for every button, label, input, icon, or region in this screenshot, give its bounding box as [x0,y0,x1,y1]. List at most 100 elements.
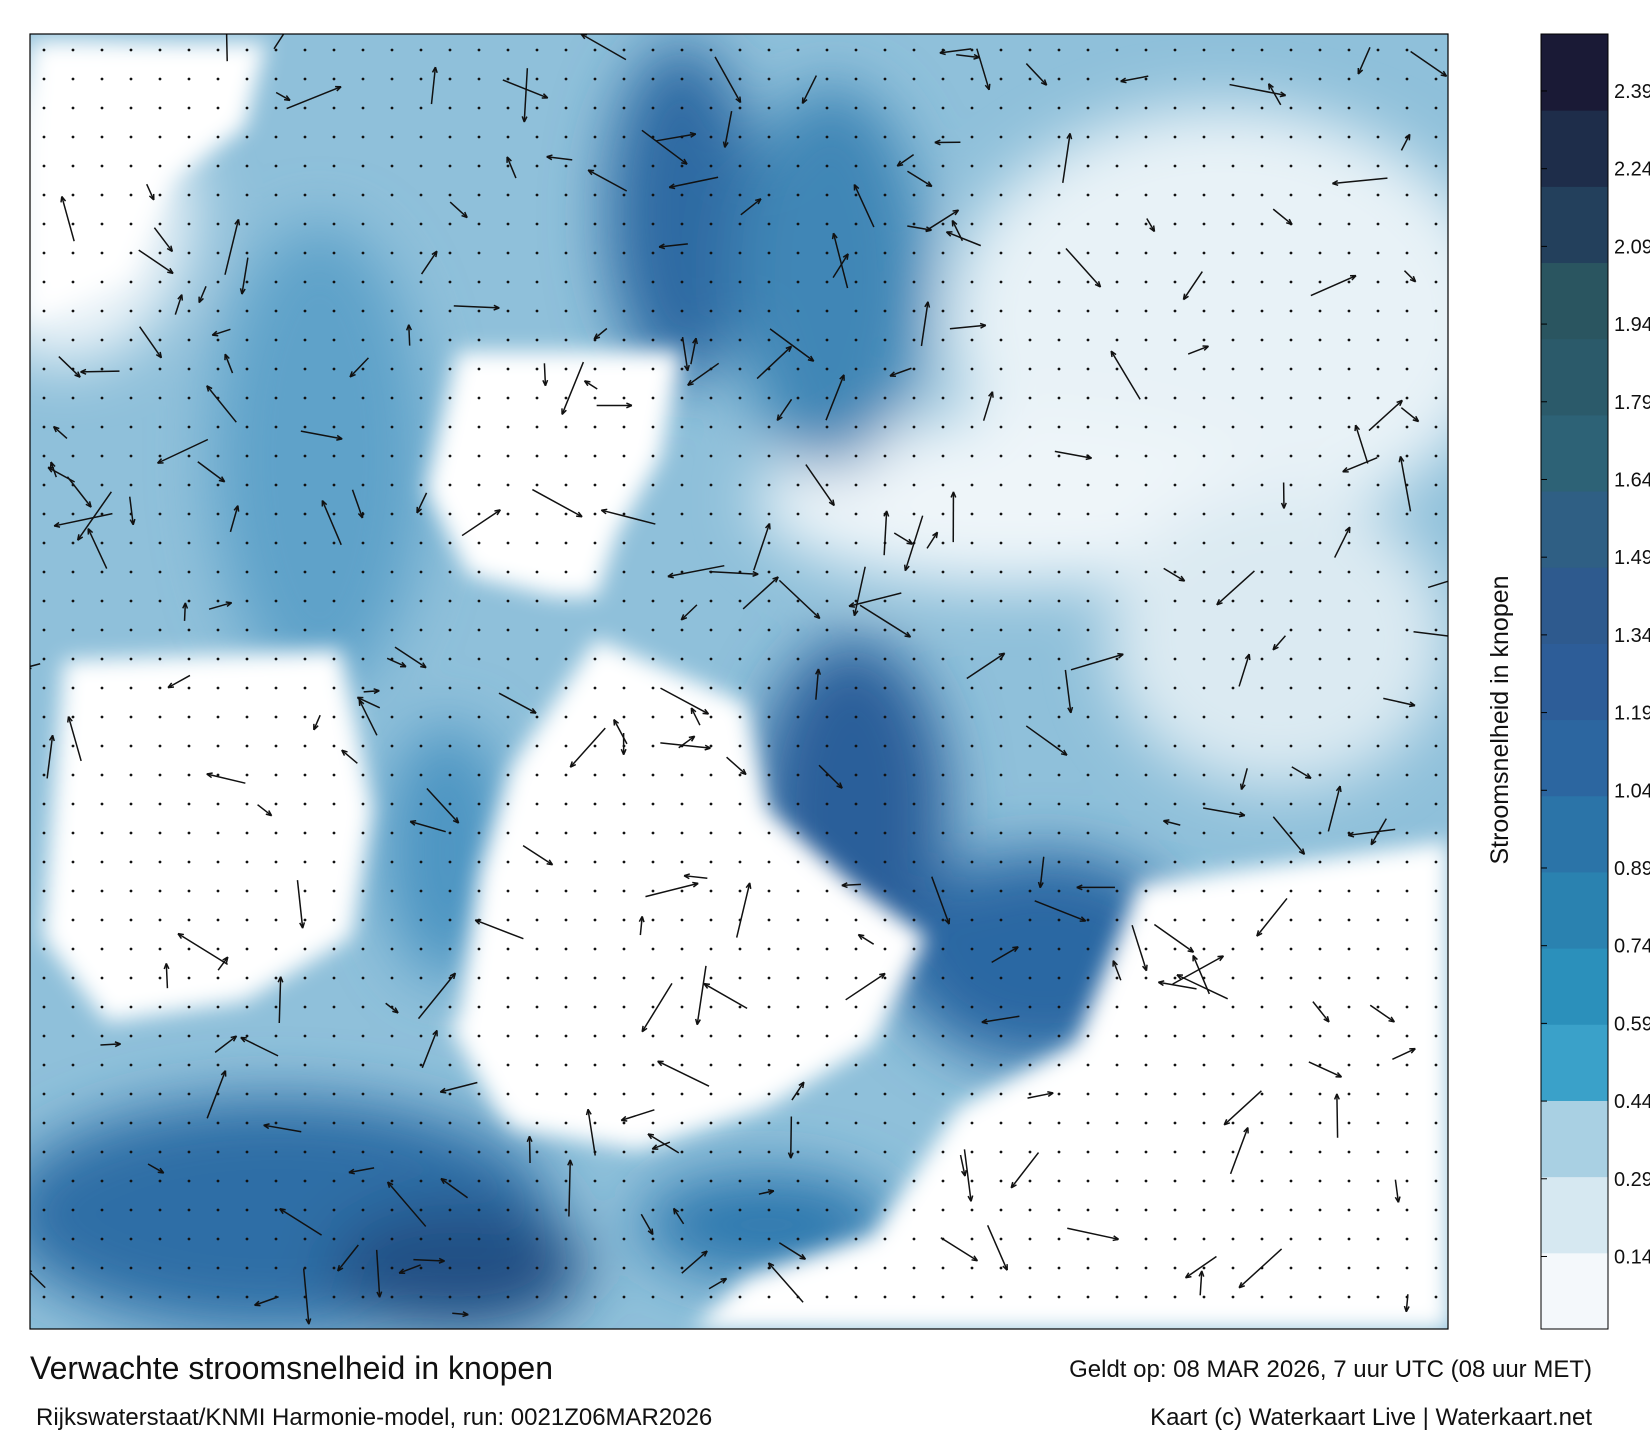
grid-dot [1057,570,1061,574]
grid-dot [1376,48,1380,52]
grid-dot [1434,1092,1438,1096]
grid-dot [1028,309,1032,313]
grid-dot [1434,135,1438,139]
grid-dot [448,541,452,545]
grid-dot [1260,251,1264,255]
grid-dot [1144,802,1148,806]
grid-dot [970,164,974,168]
grid-dot [71,541,75,545]
arrow-head [420,662,427,669]
grid-dot [332,628,336,632]
grid-dot [129,1208,133,1212]
grid-dot [187,483,191,487]
grid-dot [999,889,1003,893]
grid-dot [303,1179,307,1183]
current-arrow [742,576,779,610]
grid-dot [129,1237,133,1241]
grid-dot [1144,512,1148,516]
grid-dot [796,483,800,487]
grid-dot [129,48,133,52]
current-arrow [587,169,628,192]
grid-dot [419,1237,423,1241]
colorbar-band [1541,1252,1608,1330]
grid-dot [709,831,713,835]
grid-dot [303,164,307,168]
grid-dot [129,1121,133,1125]
grid-dot [535,454,539,458]
grid-dot [825,48,829,52]
arrow-head [373,688,380,695]
grid-dot [158,657,162,661]
arrow-head [767,1262,775,1269]
grid-dot [1405,338,1409,342]
grid-dot [593,193,597,197]
current-arrow [46,735,54,779]
grid-dot [767,1063,771,1067]
current-arrow [208,601,232,610]
grid-dot [216,1237,220,1241]
grid-dot [1144,1266,1148,1270]
grid-dot [506,367,510,371]
grid-dot [332,164,336,168]
grid-dot [332,425,336,429]
grid-dot [593,686,597,690]
grid-dot [158,367,162,371]
arrow-head [600,508,608,515]
grid-dot [622,1208,626,1212]
grid-dot [71,1005,75,1009]
grid-dot [71,657,75,661]
grid-dot [274,338,278,342]
grid-dot [738,1063,742,1067]
grid-dot [216,1150,220,1154]
grid-dot [1434,1034,1438,1038]
grid-dot [1173,686,1177,690]
current-arrow [920,301,929,347]
grid-dot [129,599,133,603]
grid-dot [767,135,771,139]
arrow-head [546,154,553,161]
grid-dot [332,860,336,864]
grid-dot [448,338,452,342]
grid-dot [245,773,249,777]
grid-dot [1173,1034,1177,1038]
grid-dot [680,251,684,255]
current-arrow [522,845,553,866]
grid-dot [1057,425,1061,429]
grid-dot [912,367,916,371]
grid-dot [303,657,307,661]
grid-dot [1028,1208,1032,1212]
arrow-head [206,772,213,779]
current-arrow [153,227,173,252]
grid-dot [158,1092,162,1096]
grid-dot [129,164,133,168]
current-arrow [53,512,113,527]
grid-dot [71,164,75,168]
current-arrow [889,367,912,377]
grid-dot [390,773,394,777]
arrow-head [1342,466,1349,473]
arrow-head [163,963,170,970]
grid-dot [1318,1150,1322,1154]
grid-dot [1260,918,1264,922]
grid-dot [564,541,568,545]
grid-dot [245,425,249,429]
grid-dot [680,483,684,487]
grid-dot [506,48,510,52]
grid-dot [912,280,916,284]
grid-dot [1318,106,1322,110]
grid-dot [361,193,365,197]
grid-dot [651,570,655,574]
grid-dot [216,483,220,487]
grid-dot [1289,425,1293,429]
grid-dot [825,251,829,255]
grid-dot [1115,570,1119,574]
arrow-head [493,304,500,311]
grid-dot [825,135,829,139]
arrow-head [683,873,691,880]
grid-dot [332,744,336,748]
current-arrow [453,305,500,309]
grid-dot [332,1092,336,1096]
grid-dot [1260,1237,1264,1241]
current-arrow [1172,955,1224,985]
grid-dot [1260,135,1264,139]
